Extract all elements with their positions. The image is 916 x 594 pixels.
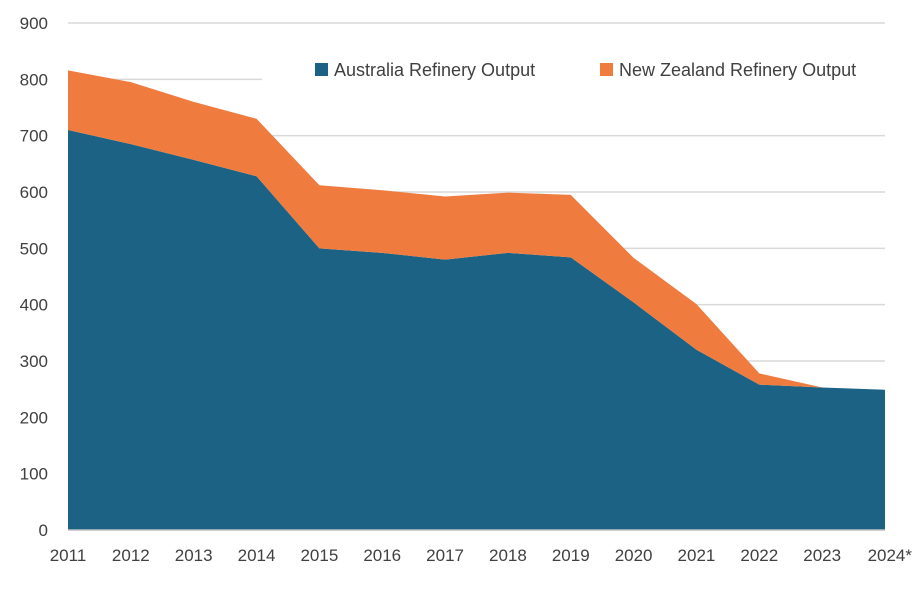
y-tick-label: 700 — [20, 127, 48, 146]
legend-swatch-australia — [315, 63, 328, 76]
x-tick-label: 2011 — [50, 546, 87, 565]
x-tick-label: 2016 — [363, 546, 401, 565]
x-tick-label: 2012 — [112, 546, 150, 565]
legend-background — [262, 44, 887, 96]
area-new-zealand-refinery-output — [68, 70, 885, 390]
legend-swatch-new-zealand — [600, 63, 613, 76]
y-tick-label: 600 — [20, 183, 48, 202]
x-tick-label: 2014 — [238, 546, 276, 565]
x-tick-label: 2017 — [426, 546, 464, 565]
legend-label-new-zealand: New Zealand Refinery Output — [619, 60, 856, 80]
y-tick-label: 400 — [20, 296, 48, 315]
area-australia-refinery-output — [68, 130, 885, 531]
x-tick-label: 2018 — [489, 546, 527, 565]
x-tick-label: 2019 — [552, 546, 590, 565]
legend-label-australia: Australia Refinery Output — [334, 60, 535, 80]
x-tick-label: 2015 — [300, 546, 338, 565]
y-tick-label: 800 — [20, 70, 48, 89]
x-tick-label: 2022 — [740, 546, 778, 565]
y-tick-label: 100 — [20, 465, 48, 484]
y-tick-label: 0 — [39, 521, 48, 540]
x-tick-label: 2024* — [868, 546, 913, 565]
y-tick-label: 200 — [20, 408, 48, 427]
x-axis-ticks: 2011 2012 2013 2014 2015 2016 2017 2018 2019 2020… — [50, 546, 913, 565]
y-tick-label: 500 — [20, 239, 48, 258]
stacked-areas — [68, 70, 885, 531]
x-tick-label: 2021 — [678, 546, 716, 565]
x-tick-label: 2023 — [803, 546, 841, 565]
legend: Australia Refinery Output New Zealand Re… — [262, 44, 887, 96]
x-tick-label: 2013 — [175, 546, 213, 565]
y-tick-label: 900 — [20, 14, 48, 33]
y-axis-ticks: 0 100 200 300 400 500 600 700 800 900 — [20, 14, 48, 540]
x-tick-label: 2020 — [615, 546, 653, 565]
y-tick-label: 300 — [20, 352, 48, 371]
